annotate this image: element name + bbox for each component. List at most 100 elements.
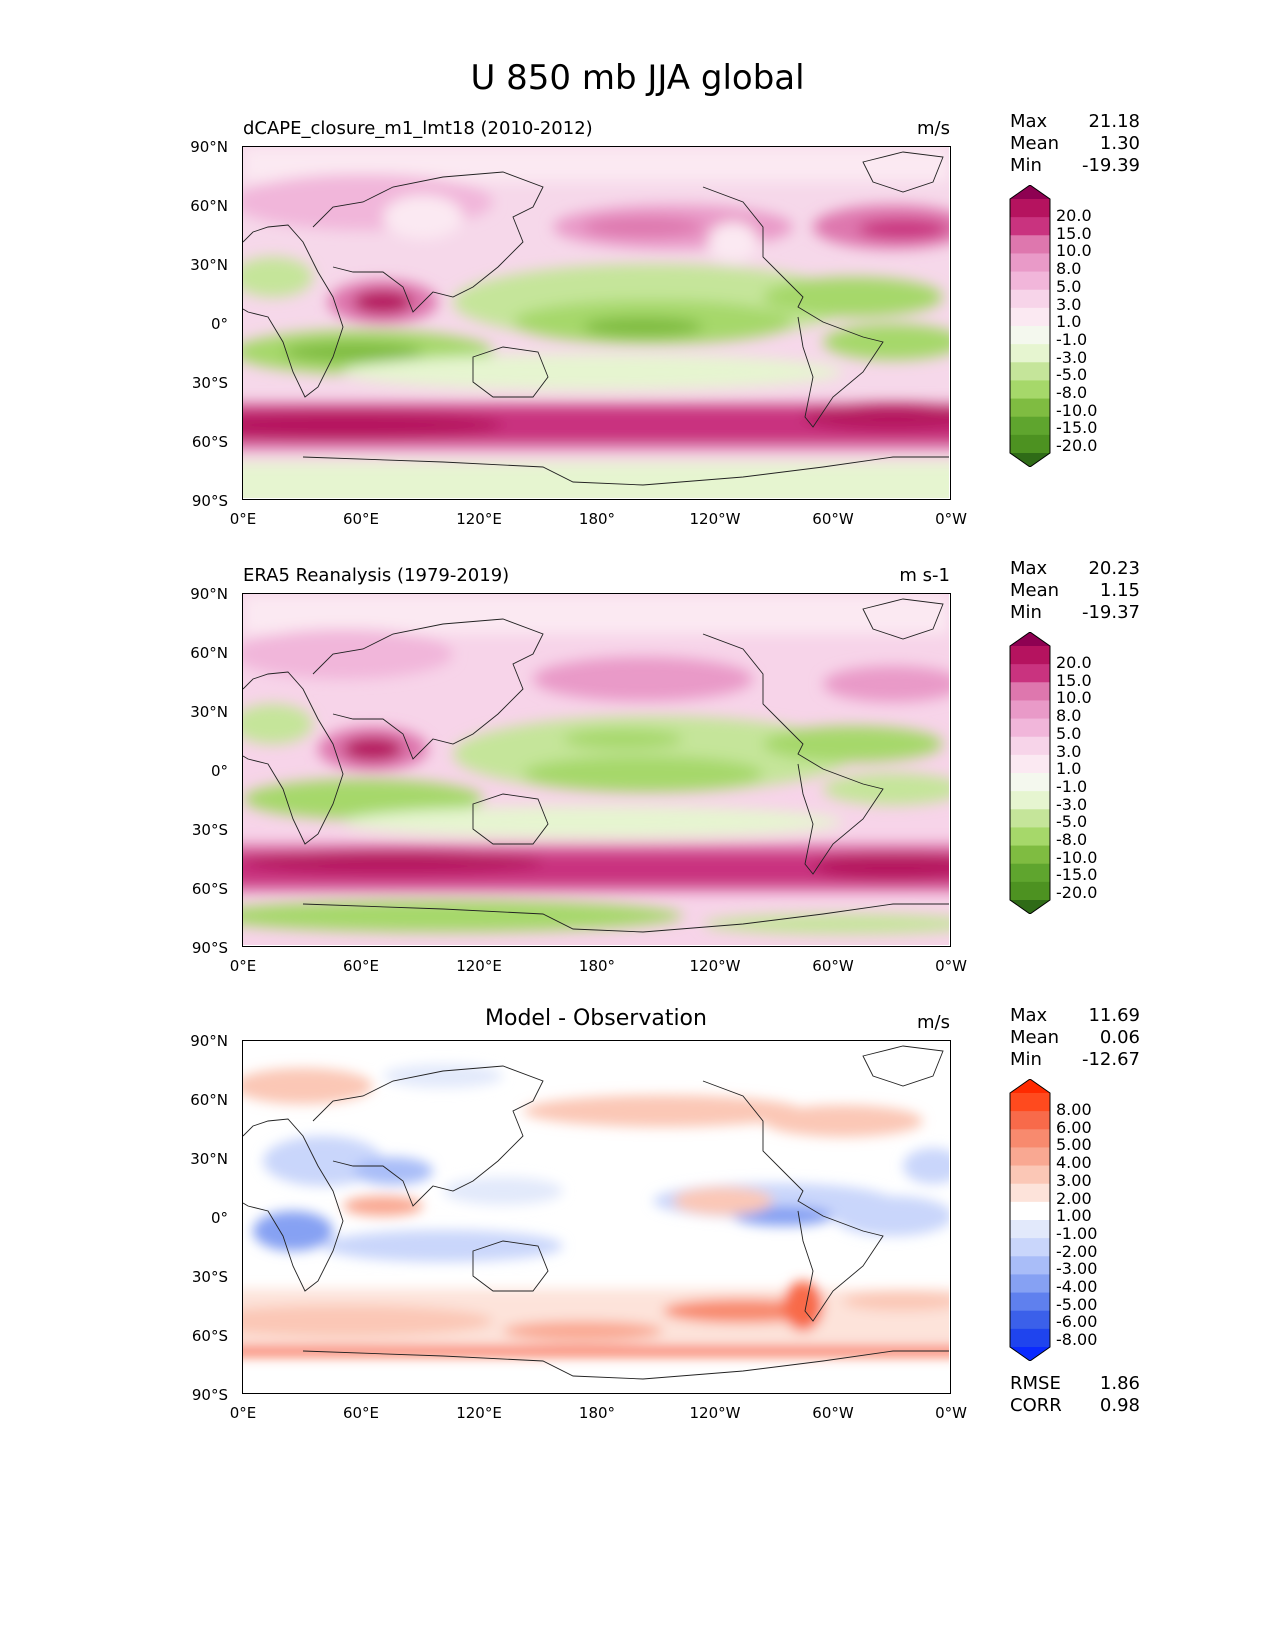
metric-corr: 0.98 xyxy=(1099,1395,1140,1416)
panel-3-metrics: RMSE 1.86 CORR 0.98 xyxy=(1010,1373,1140,1417)
panel-3-map xyxy=(242,1040,951,1394)
colorbar-swatch xyxy=(1010,271,1050,291)
panel-3-lat-label: 30°S xyxy=(191,1268,228,1286)
panel-2-lon-label: 60°W xyxy=(812,957,854,975)
colorbar-swatch xyxy=(1010,1328,1050,1348)
colorbar-label: 5.0 xyxy=(1056,723,1082,743)
colorbar-label: -3.0 xyxy=(1056,794,1088,814)
stat-mean: 0.06 xyxy=(1099,1027,1140,1048)
colorbar-swatch xyxy=(1010,307,1050,327)
colorbar-swatch xyxy=(1010,1147,1050,1167)
colorbar-swatch xyxy=(1010,754,1050,774)
panel-1-lat-label: 60°S xyxy=(191,433,228,451)
colorbar-label: 3.00 xyxy=(1056,1170,1092,1190)
stat-label: Mean xyxy=(1010,580,1060,601)
panel-2-colorbar-labels: 20.0 15.0 10.0 8.0 5.0 3.0 1.0 -1.0 -3.0… xyxy=(1056,654,1097,902)
colorbar-label: 5.00 xyxy=(1056,1135,1092,1155)
panel-3-coastlines xyxy=(243,1045,949,1380)
panel-3-field xyxy=(243,1041,949,1392)
colorbar-label: -4.00 xyxy=(1056,1277,1098,1297)
colorbar-swatch xyxy=(1010,1165,1050,1185)
colorbar-extend-max xyxy=(1010,1079,1050,1093)
panel-2-lon-label: 60°E xyxy=(342,957,380,975)
colorbar-label: 6.00 xyxy=(1056,1117,1092,1137)
colorbar-swatch xyxy=(1010,398,1050,418)
stat-label: Min xyxy=(1010,1049,1042,1070)
panel-1-coastlines xyxy=(243,151,949,486)
panel-2-lat-label: 30°S xyxy=(191,821,228,839)
panel-2-lat-label: 60°N xyxy=(190,644,228,662)
colorbar-label: 8.00 xyxy=(1056,1100,1092,1119)
panel-2-colorbar xyxy=(1008,631,1052,915)
panel-2-lon-label: 0°E xyxy=(229,957,257,975)
colorbar-label: -1.0 xyxy=(1056,329,1088,349)
colorbar-label: -5.00 xyxy=(1056,1294,1098,1314)
colorbar-label: -6.00 xyxy=(1056,1312,1098,1332)
colorbar-label: 10.0 xyxy=(1056,688,1092,708)
panel-1-lat-label: 60°N xyxy=(190,197,228,215)
stat-mean: 1.30 xyxy=(1099,133,1140,154)
panel-1-field xyxy=(243,147,949,498)
panel-3-lat-label: 0° xyxy=(210,1209,228,1227)
colorbar-label: 15.0 xyxy=(1056,670,1092,690)
colorbar-label: -8.0 xyxy=(1056,383,1088,403)
colorbar-label: -3.0 xyxy=(1056,347,1088,367)
colorbar-swatch xyxy=(1010,1093,1050,1112)
panel-2-lat-label: 30°N xyxy=(190,703,228,721)
colorbar-label: 3.0 xyxy=(1056,741,1082,761)
colorbar-outline xyxy=(1009,631,1051,915)
colorbar-swatch xyxy=(1010,1201,1050,1221)
stat-min: -19.39 xyxy=(1081,155,1140,176)
colorbar-label: -1.00 xyxy=(1056,1223,1098,1243)
panel-3-colorbar-swatches xyxy=(1009,1078,1051,1362)
metric-rmse: 1.86 xyxy=(1099,1373,1140,1394)
colorbar-swatch xyxy=(1010,736,1050,756)
colorbar-label: -10.0 xyxy=(1056,847,1098,867)
stat-label: Min xyxy=(1010,602,1042,623)
stat-label: Max xyxy=(1010,111,1048,132)
stat-label: Max xyxy=(1010,558,1048,579)
colorbar-label: 5.0 xyxy=(1056,276,1082,296)
colorbar-label: -8.00 xyxy=(1056,1330,1098,1350)
colorbar-swatch xyxy=(1010,344,1050,363)
panel-2-lat-label: 90°S xyxy=(191,939,228,957)
panel-2-units: m s-1 xyxy=(899,565,950,586)
panel-2-lat-label: 90°N xyxy=(190,585,228,603)
panel-1-lon-label: 60°E xyxy=(342,510,380,528)
panel-1-lon-label: 0°W xyxy=(935,510,967,528)
panel-1-lat-label: 0° xyxy=(210,315,228,333)
colorbar-label: -20.0 xyxy=(1056,436,1098,456)
panel-3-colorbar-labels: 8.00 6.00 5.00 4.00 3.00 2.00 1.00 -1.00… xyxy=(1056,1101,1097,1349)
colorbar-swatch xyxy=(1010,700,1050,720)
colorbar-extend-max xyxy=(1010,632,1050,646)
colorbar-swatch xyxy=(1010,791,1050,810)
panel-3-lon-label: 120°E xyxy=(456,1404,502,1422)
panel-2-field xyxy=(243,594,949,945)
panel-3-lat-label: 60°N xyxy=(190,1091,228,1109)
colorbar-label: 4.00 xyxy=(1056,1153,1092,1173)
panel-3-lon-label: 0°W xyxy=(935,1404,967,1422)
panel-3-lat-label: 30°N xyxy=(190,1150,228,1168)
colorbar-label: 8.0 xyxy=(1056,259,1082,279)
panel-2-lon-label: 180° xyxy=(578,957,616,975)
colorbar-extend-min xyxy=(1010,1347,1050,1361)
metric-label: RMSE xyxy=(1010,1373,1061,1394)
panel-2-colorbar-swatches xyxy=(1009,631,1051,915)
stat-max: 11.69 xyxy=(1088,1005,1140,1026)
panel-1-colorbar-swatches xyxy=(1009,184,1051,468)
colorbar-swatch xyxy=(1010,253,1050,273)
stat-max: 20.23 xyxy=(1088,558,1140,579)
colorbar-swatch xyxy=(1010,326,1050,345)
panel-3-lon-label: 180° xyxy=(578,1404,616,1422)
panel-3-lon-label: 60°W xyxy=(812,1404,854,1422)
panel-2-lat-label: 0° xyxy=(210,762,228,780)
panel-3-lat-label: 90°S xyxy=(191,1386,228,1404)
panel-3-lon-label: 60°E xyxy=(342,1404,380,1422)
panel-1-lon-label: 60°W xyxy=(812,510,854,528)
colorbar-swatch xyxy=(1010,217,1050,236)
colorbar-label: -8.0 xyxy=(1056,830,1088,850)
panel-2-lat-label: 60°S xyxy=(191,880,228,898)
colorbar-swatch xyxy=(1010,809,1050,828)
stat-max: 21.18 xyxy=(1088,111,1140,132)
panel-3-lon-label: 120°W xyxy=(689,1404,741,1422)
